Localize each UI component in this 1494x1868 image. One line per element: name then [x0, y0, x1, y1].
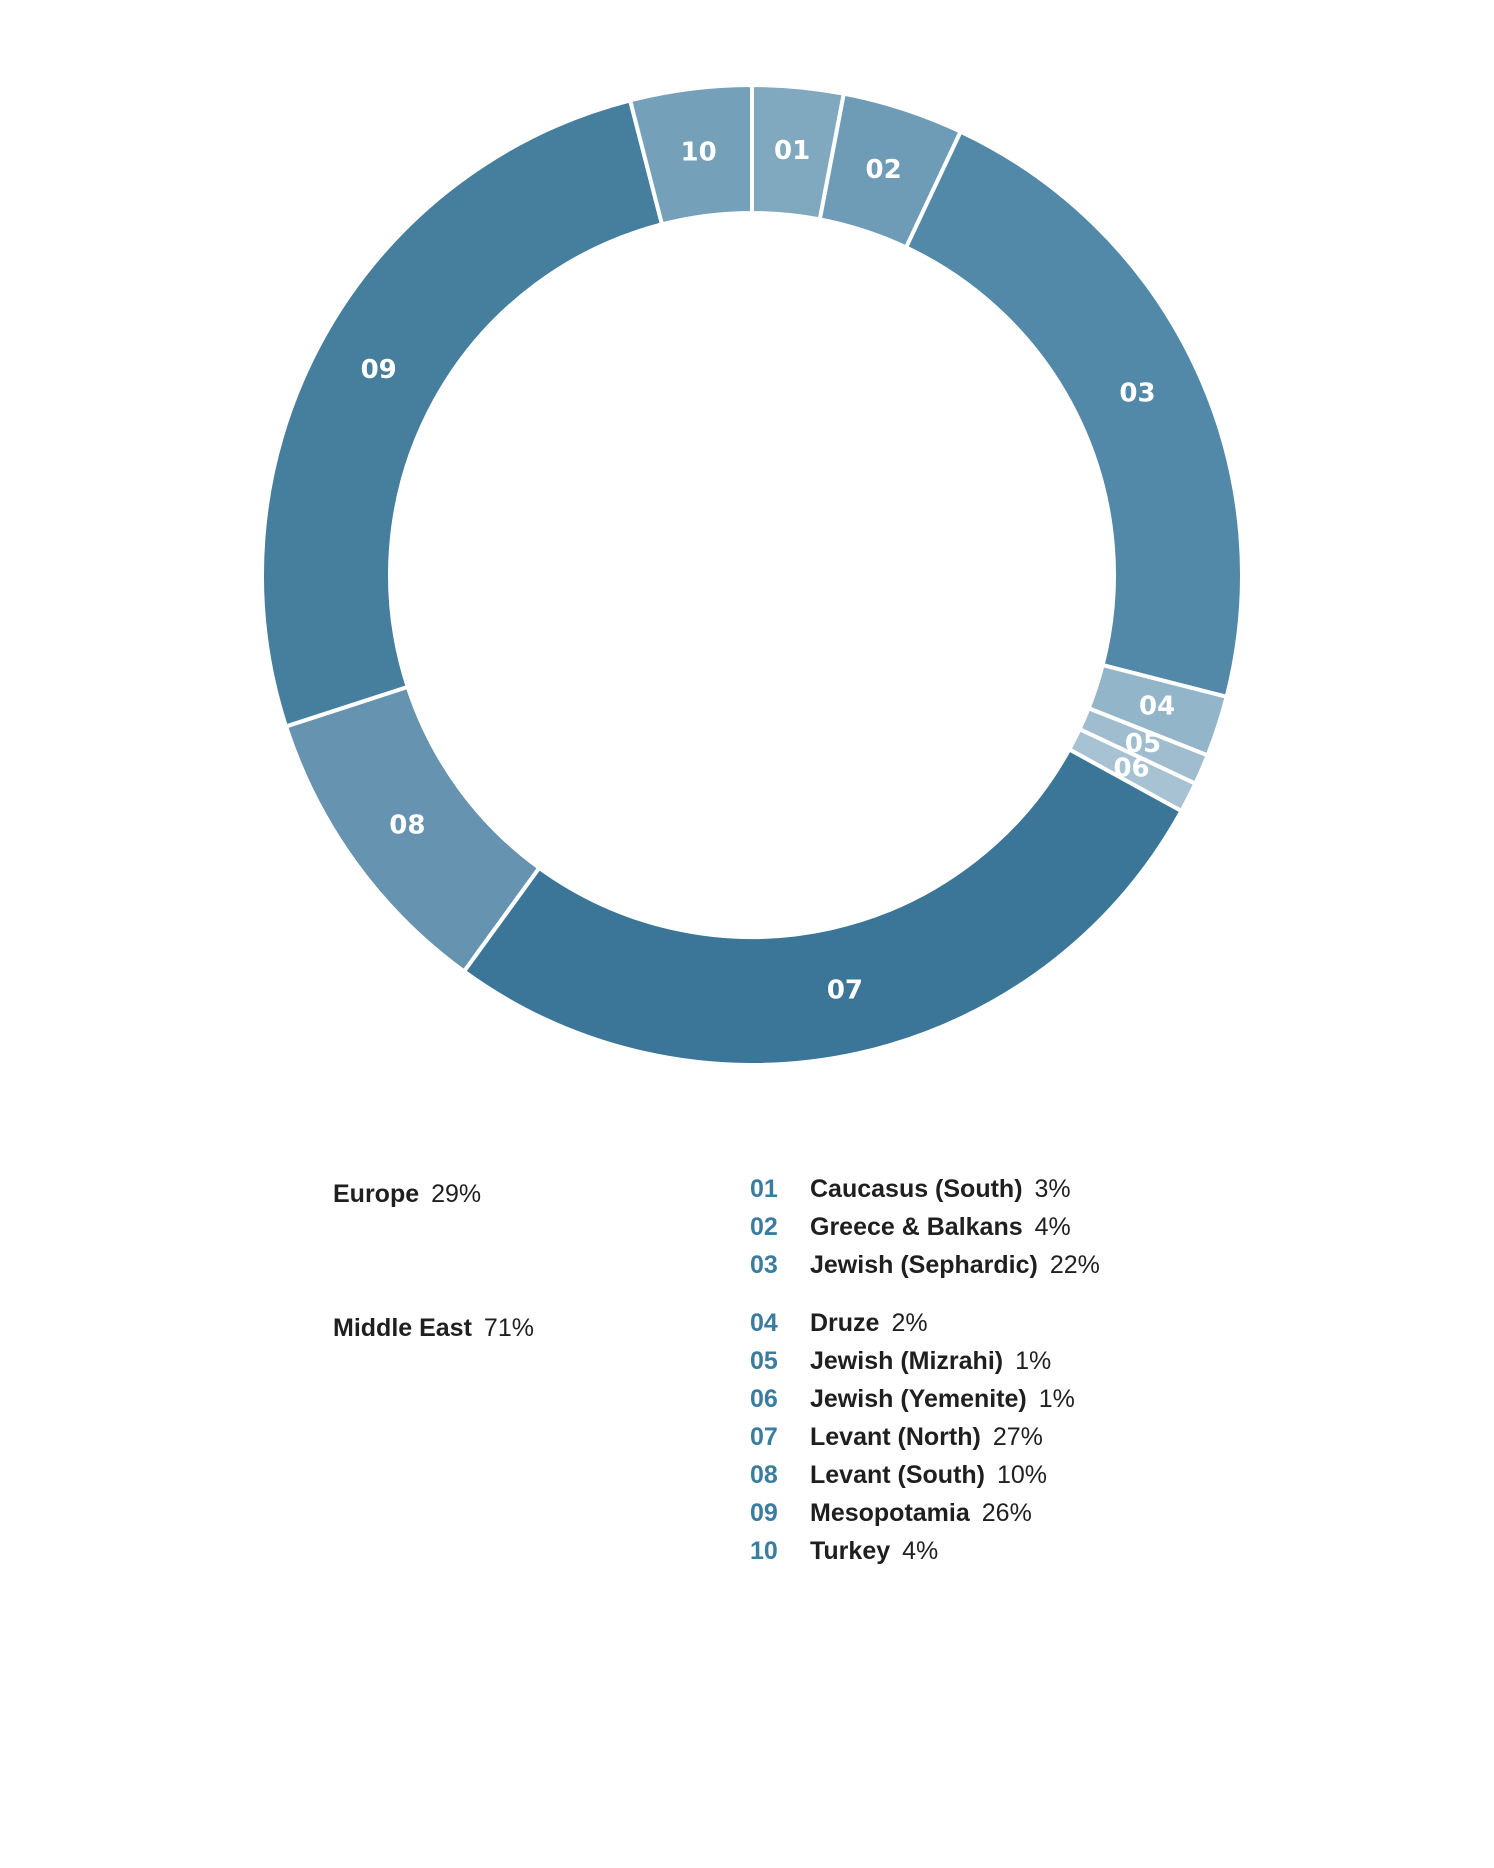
slice-label-05: 05	[1125, 729, 1161, 759]
slice-label-04: 04	[1139, 692, 1175, 722]
legend-percent: 2%	[891, 1309, 928, 1337]
legend-label: Caucasus (South)	[810, 1175, 1023, 1203]
legend-item-08: 08 Levant (South) 10%	[750, 1456, 1047, 1494]
slice-label-06: 06	[1113, 753, 1149, 783]
legend-percent: 1%	[1038, 1385, 1075, 1413]
slice-label-10: 10	[681, 137, 717, 167]
slice-label-03: 03	[1119, 379, 1155, 409]
legend-percent: 1%	[1015, 1347, 1052, 1375]
legend-percent: 26%	[981, 1499, 1032, 1527]
legend-item-10: 10 Turkey 4%	[750, 1532, 938, 1570]
legend-item-01: 01 Caucasus (South) 3%	[750, 1170, 1071, 1208]
legend-label: Greece & Balkans	[810, 1213, 1023, 1241]
legend-code: 08	[750, 1461, 778, 1489]
group-name: Europe	[333, 1180, 420, 1208]
legend-item-07: 07 Levant (North) 27%	[750, 1418, 1043, 1456]
legend-label: Druze	[810, 1309, 880, 1337]
legend-code: 02	[750, 1213, 778, 1241]
legend-label: Jewish (Yemenite)	[810, 1385, 1027, 1413]
group-percent: 71%	[483, 1314, 534, 1342]
legend-percent: 4%	[1034, 1213, 1071, 1241]
legend-item-06: 06 Jewish (Yemenite) 1%	[750, 1380, 1075, 1418]
slice-09	[260, 97, 665, 729]
legend-item-02: 02 Greece & Balkans 4%	[750, 1208, 1071, 1246]
group-percent: 29%	[431, 1180, 482, 1208]
slice-label-07: 07	[827, 976, 863, 1006]
donut-slices	[260, 82, 1244, 1067]
legend-code: 04	[750, 1309, 778, 1337]
slice-07	[461, 746, 1185, 1067]
legend-item-03: 03 Jewish (Sephardic) 22%	[750, 1246, 1100, 1284]
legend-label: Turkey	[810, 1537, 891, 1565]
slice-label-08: 08	[389, 810, 425, 840]
slice-10	[627, 82, 754, 227]
group-name: Middle East	[333, 1314, 472, 1342]
legend-label: Jewish (Sephardic)	[810, 1251, 1038, 1279]
legend-label: Mesopotamia	[810, 1499, 970, 1527]
legend-code: 06	[750, 1385, 778, 1413]
slice-label-02: 02	[866, 155, 902, 185]
legend-percent: 4%	[902, 1537, 939, 1565]
legend-percent: 3%	[1034, 1175, 1071, 1203]
legend-code: 05	[750, 1347, 778, 1375]
legend-label: Levant (North)	[810, 1423, 981, 1451]
group-label-europe: Europe 29%	[333, 1180, 481, 1209]
legend-percent: 22%	[1049, 1251, 1100, 1279]
legend-percent: 27%	[992, 1423, 1043, 1451]
legend-item-04: 04 Druze 2%	[750, 1304, 928, 1342]
legend-percent: 10%	[997, 1461, 1048, 1489]
legend-code: 07	[750, 1423, 778, 1451]
slice-label-09: 09	[361, 355, 397, 385]
group-label-middle-east: Middle East 71%	[333, 1314, 534, 1343]
legend-label: Levant (South)	[810, 1461, 985, 1489]
slice-label-01: 01	[774, 136, 810, 166]
legend-label: Jewish (Mizrahi)	[810, 1347, 1004, 1375]
legend-item-05: 05 Jewish (Mizrahi) 1%	[750, 1342, 1051, 1380]
slice-03	[903, 128, 1244, 700]
legend: Europe 29% Middle East 71% 01 Caucasus (Sou…	[0, 1175, 1494, 1600]
legend-code: 03	[750, 1251, 778, 1279]
legend-code: 10	[750, 1537, 778, 1565]
legend-item-09: 09 Mesopotamia 26%	[750, 1494, 1032, 1532]
legend-code: 01	[750, 1175, 778, 1203]
legend-code: 09	[750, 1499, 778, 1527]
